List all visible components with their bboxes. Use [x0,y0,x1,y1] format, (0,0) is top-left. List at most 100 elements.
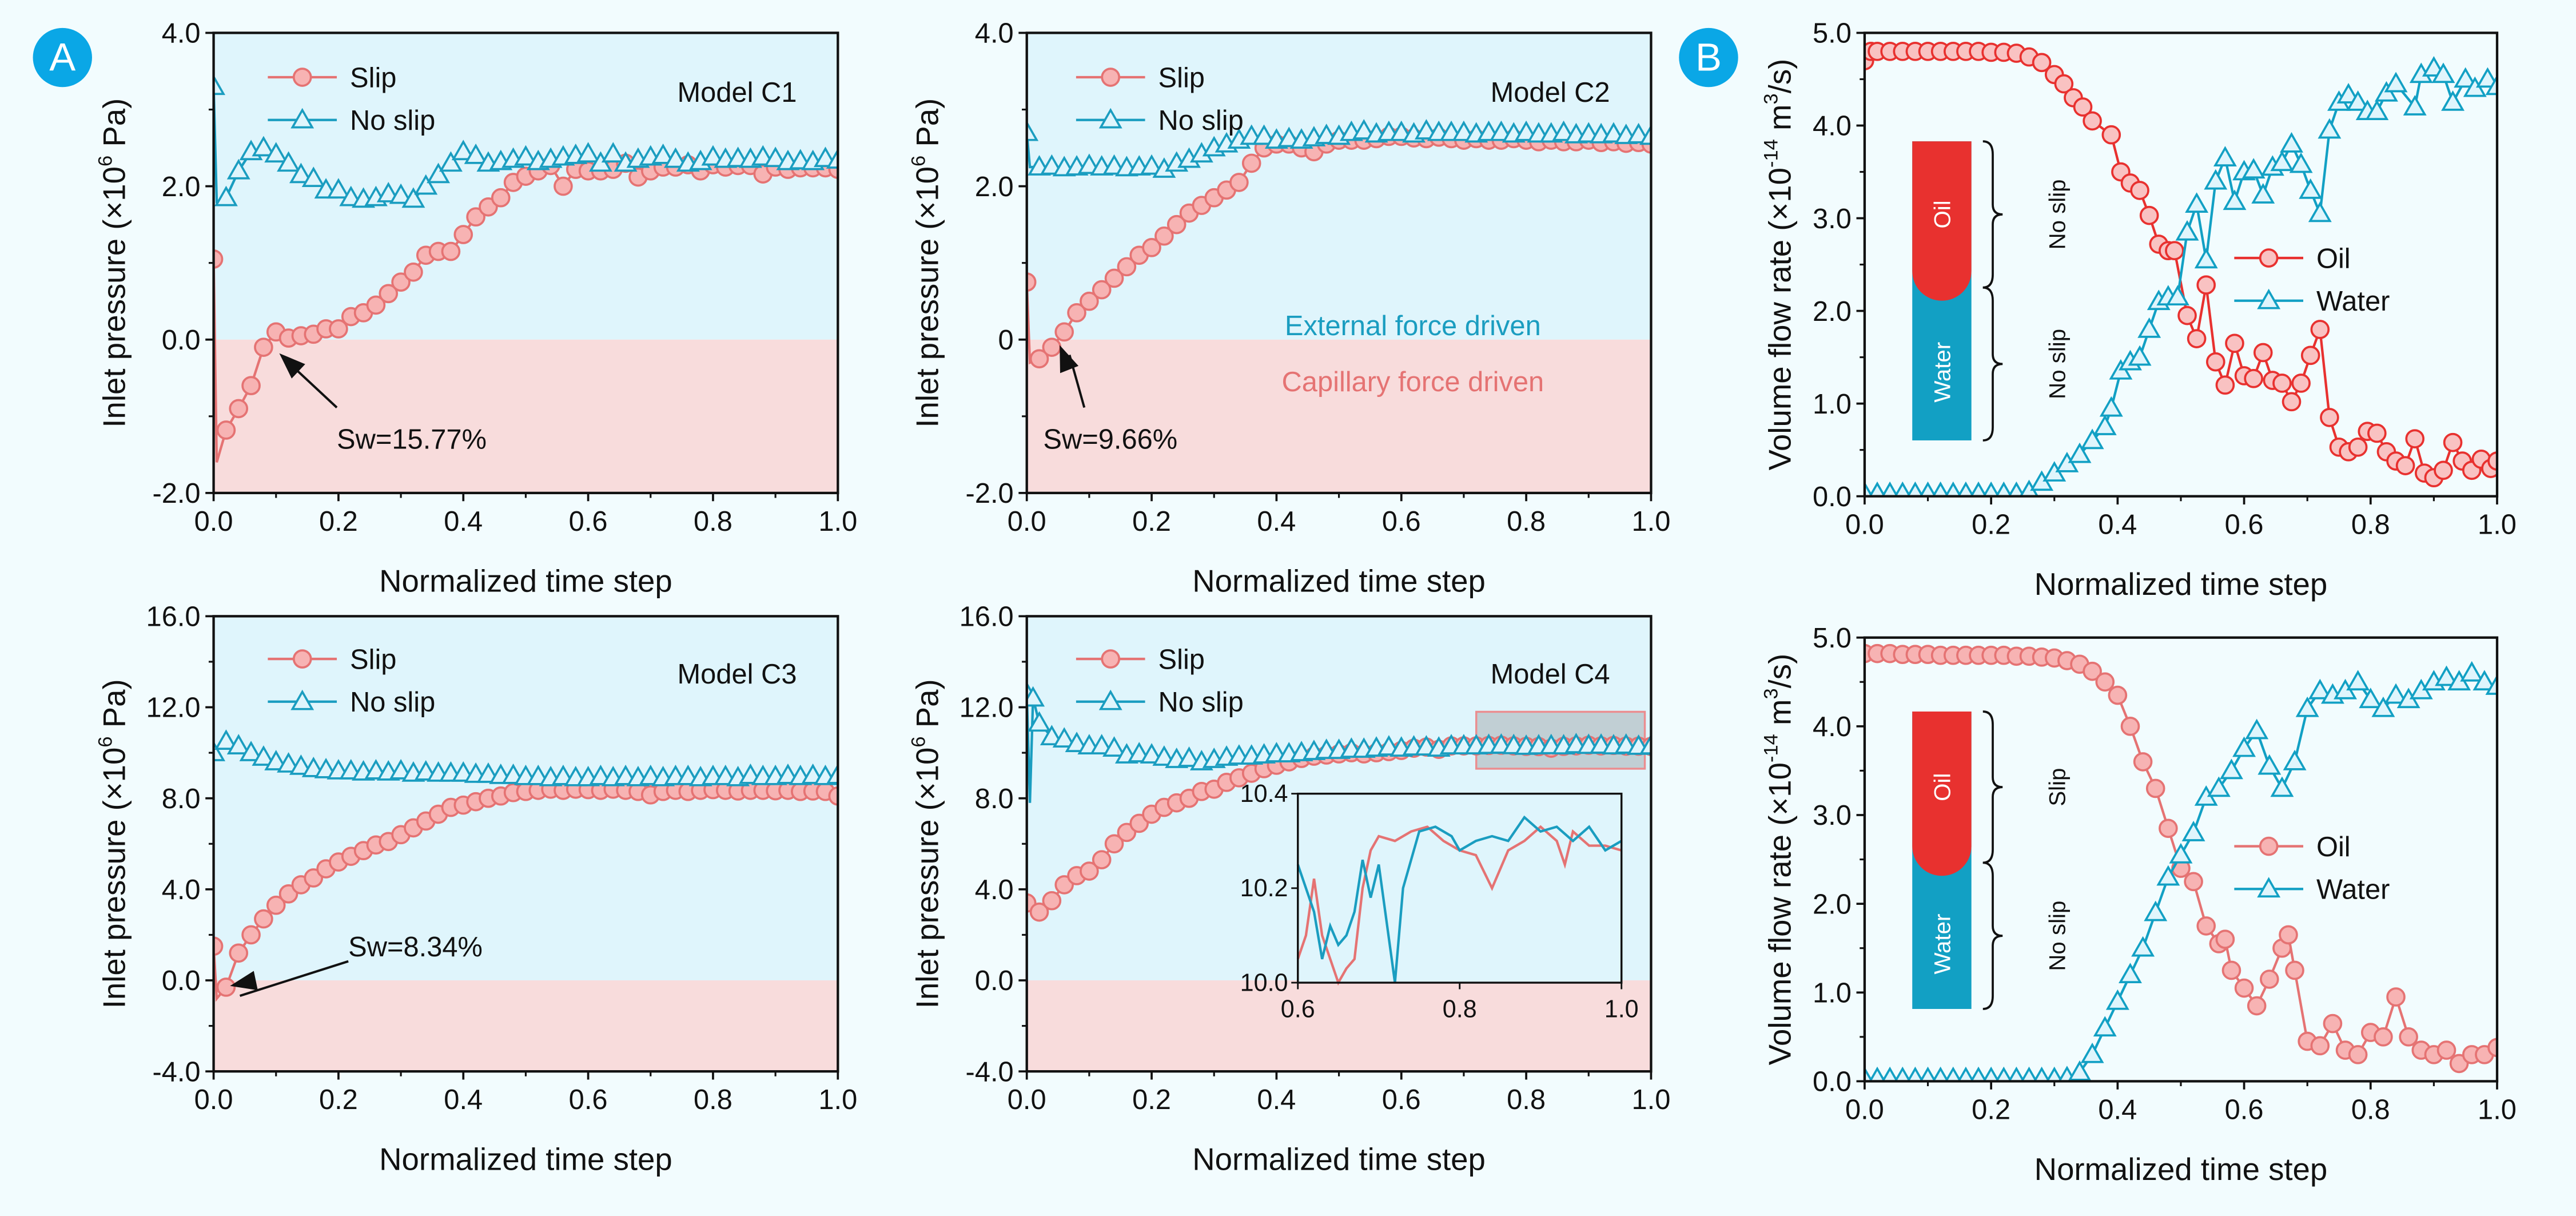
data-point [2348,437,2368,457]
x-tick-label: 0.6 [569,1084,608,1115]
inset-series-no-slip [1296,815,1622,983]
y-tick-label: 4.0 [975,875,1014,905]
badge-b-label: B [1695,35,1722,80]
y-tick-label: 3.0 [1813,800,1852,831]
data-point [2289,152,2313,173]
data-point [2348,1045,2368,1064]
y-tick-label: 16.0 [959,602,1014,633]
data-point [2336,83,2360,104]
data-point [1241,153,1261,173]
oil-label: Oil [1929,773,1955,801]
data-point [439,151,463,172]
model-label: Model C3 [677,659,797,690]
data-point [2177,305,2197,325]
data-point [2204,169,2228,190]
legend-marker [2257,288,2281,309]
y-label-text: m [1763,105,1798,140]
data-point [1881,481,1898,496]
x-tick-label: 0.6 [1382,506,1421,537]
data-point [404,262,423,282]
data-point [1944,481,1962,496]
data-point [2205,352,2225,372]
y-label-text: /s) [1763,654,1798,689]
x-tick-label: 0.8 [694,506,732,537]
x-axis-label: Normalized time step [379,563,672,598]
x-tick-label: 0.6 [569,506,608,537]
y-tick-label: -2.0 [966,478,1014,509]
legend-entry: Water [2234,286,2390,317]
annotation-arrow-head [230,971,258,991]
data-point [826,148,838,169]
legend-marker [1098,689,1122,710]
legend-marker [292,649,312,669]
data-point [2144,900,2168,921]
data-point [2487,451,2498,471]
data-point [2405,429,2425,448]
data-point [2295,696,2319,717]
x-axis-label: Normalized time step [1192,1142,1486,1177]
data-point [2181,821,2205,841]
data-point [2258,754,2282,775]
data-point [1864,1066,1873,1082]
data-point [2068,442,2092,463]
inset-x-tick-label: 1.0 [1604,995,1639,1023]
y-label-superscript: 3 [1761,93,1782,104]
data-point [1982,1066,2000,1082]
x-tick-label: 0.2 [1972,510,2010,541]
plot-area [1864,643,2498,1082]
x-axis-label: Normalized time step [2034,1152,2328,1187]
data-point [1906,481,1924,496]
y-axis-label: Inlet pressure (×106 Pa) [908,679,945,1008]
data-point [2175,220,2199,241]
y-tick-label: 3.0 [1813,204,1852,235]
data-point [1140,154,1164,175]
data-point [651,143,675,164]
x-tick-label: 0.0 [1845,1094,1884,1125]
legend-entry: No slip [1076,687,1244,718]
data-point [2020,1066,2038,1082]
data-point [491,188,511,208]
data-point [301,166,325,187]
data-point [1026,120,1039,141]
data-point [441,241,461,261]
data-point [2068,1060,2092,1081]
band-negative [213,339,838,493]
x-tick-label: 0.6 [2225,1094,2264,1125]
y-tick-label: 4.0 [975,18,1014,49]
data-point [214,185,238,206]
x-tick-label: 0.2 [1972,1094,2010,1125]
water-label: Water [1929,914,1955,975]
data-point [2260,969,2279,989]
data-point [289,754,313,775]
legend-label: Water [2316,286,2390,317]
data-point [2108,685,2128,705]
data-point [2080,428,2104,450]
data-point [576,142,600,163]
data-point [2008,1066,2025,1082]
band-negative [1026,339,1651,493]
lower-brace-label: No slip [2044,901,2070,971]
data-point [2101,125,2121,145]
y-axis-label: Volume flow rate (×10-14 m3/s) [1761,654,1798,1066]
data-point [1102,736,1126,757]
data-point [1065,732,1089,752]
data-point [1154,226,1174,246]
legend-marker [290,689,314,710]
data-point [1067,303,1086,323]
data-point [213,74,226,96]
data-point [1117,257,1137,277]
x-tick-label: 0.0 [194,506,233,537]
data-point [2399,1027,2418,1047]
y-tick-label: -2.0 [152,478,200,509]
x-tick-label: 0.0 [194,1084,233,1115]
y-tick-label: 0.0 [1813,1067,1852,1098]
data-point [2245,718,2269,740]
data-point [2460,661,2484,682]
data-point [2032,53,2052,73]
data-point [1052,727,1076,748]
data-point [2008,481,2025,496]
data-point [2221,960,2241,980]
data-point [389,758,413,780]
data-point [252,745,276,766]
